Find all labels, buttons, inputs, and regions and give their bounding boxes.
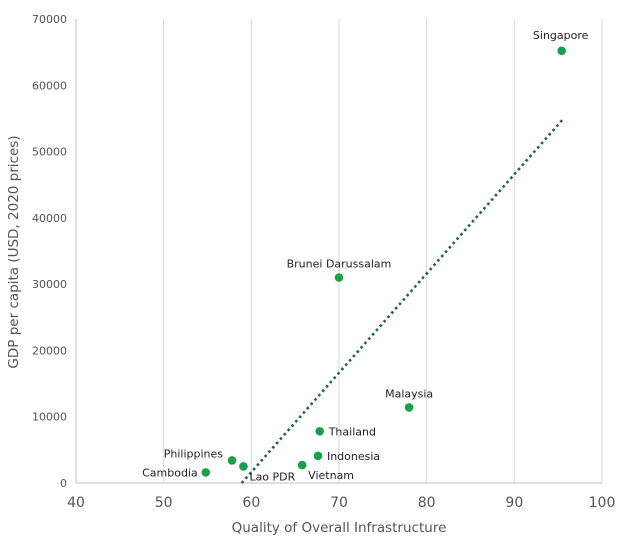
- y-axis-title: GDP per capita (USD, 2020 prices): [6, 135, 22, 368]
- point-label: Lao PDR: [249, 470, 295, 483]
- point-label: Thailand: [328, 425, 376, 438]
- data-point: [201, 468, 211, 477]
- point-label: Indonesia: [327, 450, 380, 463]
- point-label: Singapore: [533, 29, 589, 42]
- x-tick-label: 40: [67, 495, 85, 511]
- data-point: [404, 403, 414, 412]
- data-point: [227, 456, 237, 465]
- data-point: [334, 273, 344, 282]
- point-label: Cambodia: [142, 466, 198, 479]
- point-label: Brunei Darussalam: [287, 258, 392, 271]
- x-tick-label: 90: [505, 495, 523, 511]
- y-tick-label: 10000: [32, 411, 67, 424]
- y-tick-label: 30000: [32, 278, 67, 291]
- point-label: Vietnam: [308, 469, 354, 482]
- data-point: [239, 462, 248, 471]
- x-tick-label: 60: [242, 495, 260, 511]
- grid-layer: [163, 19, 603, 483]
- labels-layer: Singapore Brunei Darussalam Malaysia Thaila…: [142, 29, 589, 484]
- y-tick-label: 60000: [32, 79, 67, 92]
- x-tick-label: 100: [589, 495, 616, 511]
- y-tick-label: 50000: [32, 146, 67, 159]
- y-tick-label: 70000: [32, 13, 67, 26]
- data-point: [315, 426, 325, 436]
- axis-layer: 40 50 60 70 80 90 100 0 10000 20000 30000 40000 5000…: [32, 13, 615, 511]
- points-layer: [201, 46, 566, 477]
- data-point: [557, 46, 566, 56]
- point-label: Philippines: [164, 447, 224, 460]
- data-point: [313, 451, 323, 461]
- y-tick-label: 40000: [32, 212, 67, 225]
- y-tick-label: 0: [60, 477, 67, 490]
- x-tick-label: 80: [418, 495, 436, 511]
- x-axis-title: Quality of Overall Infrastructure: [232, 520, 447, 536]
- point-label: Malaysia: [385, 387, 433, 400]
- data-point: [297, 460, 307, 470]
- x-tick-label: 70: [330, 495, 348, 511]
- x-tick-label: 50: [155, 495, 173, 511]
- y-tick-label: 20000: [32, 344, 67, 357]
